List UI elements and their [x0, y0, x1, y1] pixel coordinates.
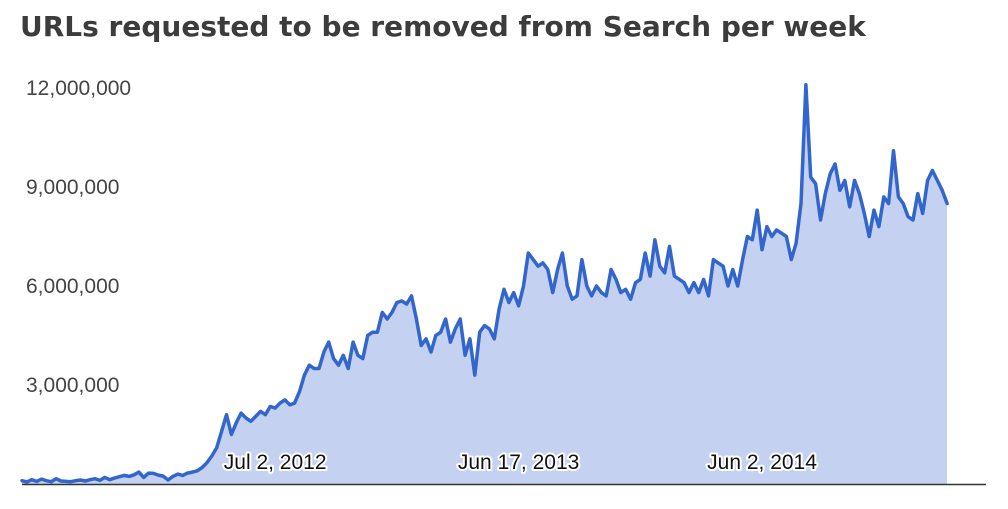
- x-axis: Jul 2, 2012 Jun 17, 2013 Jun 2, 2014: [222, 449, 819, 476]
- x-tick-label: Jul 2, 2012: [224, 451, 327, 474]
- y-tick-label: 3,000,000: [26, 374, 119, 397]
- x-tick-label: Jun 2, 2014: [707, 451, 817, 474]
- series-area-fill: [22, 84, 948, 484]
- y-tick-label: 9,000,000: [26, 176, 119, 199]
- plot-area: [20, 82, 986, 486]
- y-tick-label: 12,000,000: [26, 77, 131, 100]
- chart-title: URLs requested to be removed from Search…: [20, 10, 866, 43]
- x-tick-label: Jun 17, 2013: [458, 451, 579, 474]
- y-tick-label: 6,000,000: [26, 275, 119, 298]
- series-line: [20, 82, 949, 484]
- y-axis: 3,000,000 6,000,000 9,000,000 12,000,000: [26, 77, 131, 397]
